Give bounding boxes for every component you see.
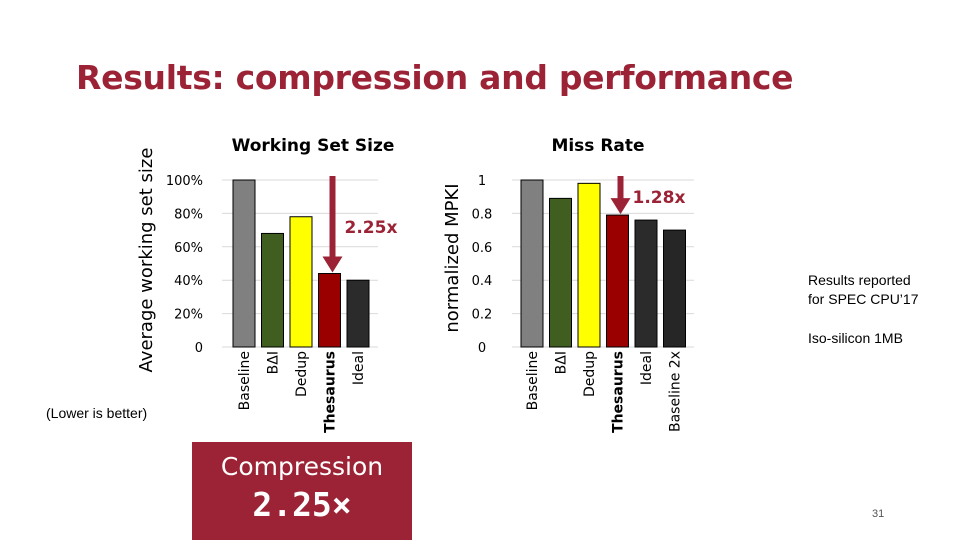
y-tick-label-wss: 20% xyxy=(174,308,203,323)
bar-mpki-1 xyxy=(549,197,572,348)
iso-silicon-note: Iso-silicon 1MB xyxy=(808,330,903,346)
lower-is-better-note: (Lower is better) xyxy=(46,405,148,421)
category-label-wss-4: Ideal xyxy=(351,351,367,385)
chart-title-wss: Working Set Size xyxy=(232,136,395,156)
compression-result-box: Compression 2.25× xyxy=(192,442,412,540)
bar-wss-3 xyxy=(318,273,341,348)
category-label-wss-1: BΔI xyxy=(266,351,282,374)
y-tick-label-mpki: 0.4 xyxy=(472,274,493,289)
category-label-wss-3: Thesaurus xyxy=(323,351,339,433)
y-axis-label-mpki: normalized MPKI xyxy=(442,183,463,332)
bar-wss-4 xyxy=(346,279,370,348)
category-label-mpki-0: Baseline xyxy=(525,351,541,410)
y-tick-label-mpki: 0 xyxy=(478,341,486,356)
annotation-label-wss: 2.25x xyxy=(345,218,398,238)
results-note-line1: Results reported xyxy=(808,272,911,288)
results-note-line2: for SPEC CPU’17 xyxy=(808,291,919,307)
results-note: Results reported for SPEC CPU’17 xyxy=(808,271,918,309)
category-label-mpki-4: Ideal xyxy=(639,351,655,385)
y-tick-label-wss: 100% xyxy=(166,174,203,189)
bar-mpki-4 xyxy=(634,219,658,348)
bar-mpki-2 xyxy=(577,182,601,348)
y-tick-label-wss: 80% xyxy=(174,207,203,222)
bar-wss-1 xyxy=(261,232,284,348)
annotation-label-mpki: 1.28x xyxy=(633,188,686,208)
y-tick-label-mpki: 0.2 xyxy=(472,308,493,323)
compression-label: Compression xyxy=(220,452,384,481)
bar-wss-0 xyxy=(232,179,256,348)
category-label-mpki-3: Thesaurus xyxy=(611,351,627,433)
y-tick-label-wss: 40% xyxy=(174,274,203,289)
annotation-arrow-head-wss xyxy=(322,256,343,273)
compression-value: 2.25× xyxy=(252,485,352,524)
bar-mpki-5 xyxy=(663,229,686,348)
page-number: 31 xyxy=(872,508,885,520)
y-tick-label-wss: 0 xyxy=(195,341,203,356)
category-label-mpki-1: BΔI xyxy=(554,351,570,374)
bar-mpki-3 xyxy=(606,214,629,348)
y-tick-label-mpki: 1 xyxy=(478,174,486,189)
bar-wss-2 xyxy=(289,216,313,348)
y-axis-label-wss: Average working set size xyxy=(136,148,157,373)
category-label-wss-2: Dedup xyxy=(294,351,310,397)
category-label-wss-0: Baseline xyxy=(237,351,253,410)
chart-title-mpki: Miss Rate xyxy=(551,136,644,156)
slide-title: Results: compression and performance xyxy=(76,58,794,97)
y-tick-label-mpki: 0.8 xyxy=(472,207,493,222)
category-label-mpki-2: Dedup xyxy=(582,351,598,397)
category-label-mpki-5: Baseline 2x xyxy=(668,351,684,432)
bar-mpki-0 xyxy=(520,179,544,348)
y-tick-label-wss: 60% xyxy=(174,241,203,256)
y-tick-label-mpki: 0.6 xyxy=(472,241,493,256)
annotation-arrow-head-mpki xyxy=(610,198,631,215)
